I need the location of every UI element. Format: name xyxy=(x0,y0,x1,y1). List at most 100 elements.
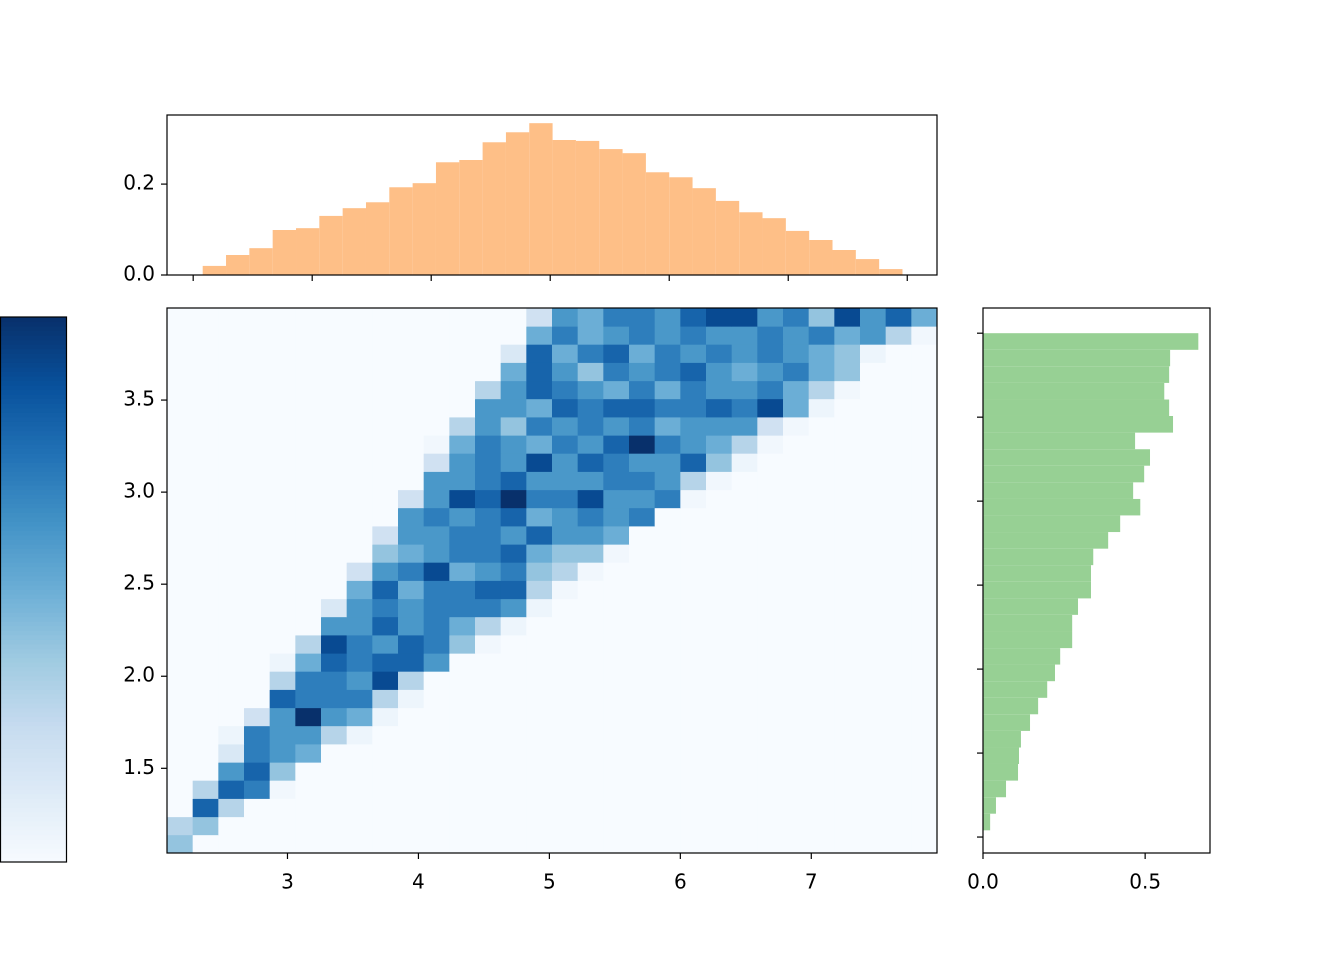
heatmap-cell xyxy=(295,780,322,799)
heatmap-cell xyxy=(680,471,707,491)
heatmap-cell xyxy=(629,762,656,781)
heatmap-cell xyxy=(372,744,399,763)
heatmap-cell xyxy=(423,326,450,345)
colorbar-segment xyxy=(0,653,67,659)
heatmap-cell xyxy=(167,671,194,690)
heatmap-cell xyxy=(526,380,553,400)
heatmap-cell xyxy=(526,616,553,636)
heatmap-cell xyxy=(860,362,887,382)
heatmap-cell xyxy=(244,308,271,327)
colorbar-segment xyxy=(0,798,67,804)
bar xyxy=(983,399,1170,416)
heatmap-cell xyxy=(500,362,527,382)
heatmap-cell xyxy=(885,435,912,454)
heatmap-cell xyxy=(885,344,912,363)
heatmap-cell xyxy=(577,671,604,690)
heatmap-cell xyxy=(731,689,758,709)
heatmap-cell xyxy=(372,507,399,527)
heatmap-cell xyxy=(423,362,450,382)
heatmap-cell xyxy=(500,580,527,600)
heatmap-cell xyxy=(218,398,245,418)
colorbar-segment xyxy=(0,589,67,595)
heatmap-cell xyxy=(423,507,450,527)
heatmap-cell xyxy=(783,780,810,799)
heatmap-cell xyxy=(680,398,707,418)
heatmap-cell xyxy=(269,580,296,600)
bar xyxy=(202,265,227,275)
heatmap-cell xyxy=(218,380,245,400)
heatmap-cell xyxy=(783,398,810,418)
heatmap-cell xyxy=(192,308,219,327)
heatmap-cell xyxy=(218,507,245,527)
heatmap-cell xyxy=(654,435,681,454)
heatmap-cell xyxy=(526,562,553,581)
heatmap-cell xyxy=(757,326,784,345)
heatmap-cell xyxy=(783,362,810,382)
heatmap-cell xyxy=(526,653,553,672)
heatmap-cell xyxy=(757,417,784,436)
heatmap-cell xyxy=(244,689,271,709)
heatmap-cell xyxy=(731,344,758,363)
heatmap-cell xyxy=(346,544,373,563)
heatmap-cell xyxy=(449,762,476,781)
heatmap-cell xyxy=(346,398,373,418)
heatmap-cell xyxy=(911,380,938,400)
heatmap-cell xyxy=(218,834,245,854)
heatmap-cell xyxy=(629,380,656,400)
heatmap-cell xyxy=(731,380,758,400)
heatmap-cell xyxy=(269,562,296,581)
heatmap-cell xyxy=(295,398,322,418)
heatmap-cell xyxy=(449,580,476,600)
heatmap-cell xyxy=(398,544,425,563)
heatmap-cell xyxy=(372,671,399,690)
heatmap-cell xyxy=(834,398,861,418)
heatmap-cell xyxy=(526,453,553,472)
colorbar-segment xyxy=(0,721,67,727)
heatmap-cell xyxy=(783,380,810,400)
heatmap-cell xyxy=(218,308,245,327)
heatmap-cell xyxy=(680,798,707,818)
heatmap-cell xyxy=(577,635,604,654)
x-tick-label: 0.5 xyxy=(1129,870,1161,894)
heatmap-cell xyxy=(244,417,271,436)
heatmap-cell xyxy=(449,398,476,418)
heatmap-cell xyxy=(706,762,733,781)
heatmap-cell xyxy=(808,380,835,400)
bar xyxy=(319,215,343,275)
heatmap-cell xyxy=(808,671,835,690)
heatmap-cell xyxy=(757,344,784,363)
heatmap-cell xyxy=(731,417,758,436)
x-tick-label: 0.0 xyxy=(967,870,999,894)
colorbar-segment xyxy=(0,730,67,736)
heatmap-cell xyxy=(783,562,810,581)
heatmap-cell xyxy=(244,707,271,727)
colorbar-segment xyxy=(0,507,67,513)
heatmap-cell xyxy=(911,635,938,654)
heatmap-cell xyxy=(244,744,271,763)
colorbar-segment xyxy=(0,530,67,536)
heatmap-cell xyxy=(757,671,784,690)
bar xyxy=(983,548,1094,566)
colorbar-segment xyxy=(0,762,67,768)
heatmap-cell xyxy=(808,689,835,709)
heatmap-cell xyxy=(552,526,579,545)
heatmap-cell xyxy=(500,744,527,763)
colorbar-segment xyxy=(0,389,67,395)
heatmap-cell xyxy=(500,635,527,654)
heatmap-cell xyxy=(526,725,553,745)
heatmap-cell xyxy=(552,798,579,818)
heatmap-cell xyxy=(423,816,450,836)
heatmap-cell xyxy=(885,471,912,491)
y-tick-label: 0.2 xyxy=(123,171,155,195)
colorbar-segment xyxy=(0,675,67,681)
colorbar-segment xyxy=(0,457,67,463)
heatmap-cell xyxy=(321,762,348,781)
colorbar-segment xyxy=(0,494,67,500)
heatmap-cell xyxy=(295,417,322,436)
heatmap-cell xyxy=(629,526,656,545)
colorbar-segment xyxy=(0,843,67,849)
heatmap-cell xyxy=(346,417,373,436)
x-tick-label: 5 xyxy=(543,870,556,894)
colorbar-segment xyxy=(0,321,67,327)
